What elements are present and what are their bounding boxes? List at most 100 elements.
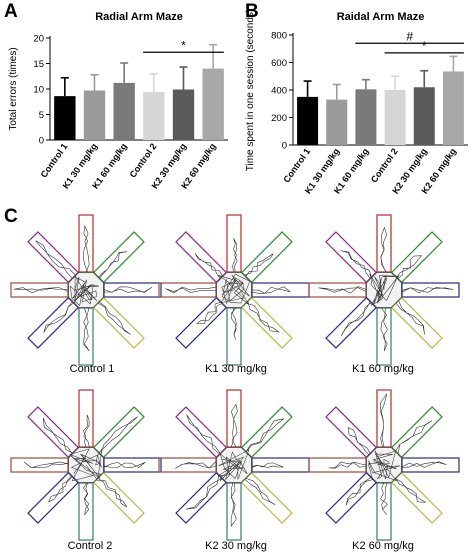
maze-arm-outline-1 xyxy=(92,231,145,284)
x-tick-label-3: Control 2 xyxy=(128,141,159,179)
maze-arm-5 xyxy=(27,296,80,349)
maze-arm-outline-2 xyxy=(251,457,310,473)
bar-0 xyxy=(297,96,319,145)
maze-label-k1-30: K1 30 mg/kg xyxy=(205,363,267,375)
significance-label-0: * xyxy=(181,38,186,52)
maze-arm-outline-4 xyxy=(78,482,94,541)
maze-3 xyxy=(308,214,460,366)
maze-arm-outline-0 xyxy=(376,389,392,448)
bar-3 xyxy=(384,90,406,145)
maze-arm-outline-2 xyxy=(401,457,460,473)
maze-arm-3 xyxy=(390,471,443,524)
maze-arm-outline-3 xyxy=(92,296,145,349)
maze-arm-track-2 xyxy=(103,286,153,293)
maze-arm-outline-4 xyxy=(376,307,392,366)
maze-tracks-panel xyxy=(10,214,460,541)
maze-arm-outline-1 xyxy=(240,231,293,284)
maze-arm-outline-7 xyxy=(27,231,80,284)
bar-3 xyxy=(143,92,165,140)
y-tick-label-1: 5 xyxy=(39,110,44,121)
maze-arm-outline-2 xyxy=(401,282,460,298)
y-tick-label-3: 15 xyxy=(33,59,44,70)
maze-arm-track-6 xyxy=(175,461,217,469)
maze-arm-2 xyxy=(103,457,162,473)
maze-arm-outline-3 xyxy=(390,296,443,349)
maze-arm-track-1 xyxy=(98,251,128,279)
maze-arm-3 xyxy=(92,471,145,524)
maze-arm-track-1 xyxy=(244,253,274,277)
maze-arm-3 xyxy=(390,296,443,349)
maze-arm-5 xyxy=(175,296,228,349)
maze-hub-track xyxy=(69,275,99,307)
maze-arm-track-4 xyxy=(380,307,388,352)
maze-arm-outline-3 xyxy=(390,471,443,524)
maze-arm-0 xyxy=(226,389,242,448)
maze-arm-outline-3 xyxy=(240,471,293,524)
maze-arm-1 xyxy=(390,406,443,459)
maze-arm-track-1 xyxy=(98,416,138,455)
maze-arm-4 xyxy=(376,482,392,541)
maze-arm-track-7 xyxy=(42,417,73,454)
maze-arm-outline-1 xyxy=(390,406,443,459)
maze-arm-track-2 xyxy=(103,461,146,469)
maze-arm-6 xyxy=(10,457,69,473)
maze-arm-track-7 xyxy=(35,240,76,279)
maze-arm-outline-6 xyxy=(10,282,69,298)
maze-arm-4 xyxy=(226,307,242,366)
maze-label-k2-30: K2 30 mg/kg xyxy=(205,540,267,552)
maze-arm-2 xyxy=(401,282,460,298)
maze-arm-outline-4 xyxy=(226,482,242,541)
maze-arm-track-4 xyxy=(230,482,237,527)
y-axis-label: Total errors (times) xyxy=(8,47,19,130)
maze-arm-track-5 xyxy=(47,475,73,503)
maze-arm-outline-6 xyxy=(308,282,367,298)
maze-arm-3 xyxy=(240,471,293,524)
y-tick-label-1: 200 xyxy=(271,113,287,124)
maze-hub-track xyxy=(367,450,401,482)
maze-arm-track-2 xyxy=(251,286,291,294)
maze-arm-2 xyxy=(251,457,310,473)
maze-arm-track-6 xyxy=(23,461,69,469)
maze-arm-outline-0 xyxy=(78,214,94,273)
bar-1 xyxy=(83,90,106,140)
maze-5 xyxy=(158,389,310,541)
bar-1 xyxy=(326,99,348,145)
maze-6 xyxy=(308,389,460,541)
maze-label-k1-60: K1 60 mg/kg xyxy=(352,363,414,375)
maze-label-control-2: Control 2 xyxy=(67,540,113,552)
maze-4 xyxy=(10,389,162,541)
bar-0 xyxy=(54,96,76,140)
maze-arm-4 xyxy=(78,482,94,541)
maze-hub-track xyxy=(69,448,103,482)
maze-arm-6 xyxy=(308,282,367,298)
maze-arm-4 xyxy=(376,307,392,366)
maze-arm-outline-7 xyxy=(175,231,228,284)
maze-arm-track-4 xyxy=(82,307,90,352)
maze-arm-outline-1 xyxy=(390,231,443,284)
maze-arm-track-5 xyxy=(196,301,223,324)
maze-arm-7 xyxy=(27,406,80,459)
maze-arm-track-4 xyxy=(83,482,90,516)
maze-arm-1 xyxy=(240,231,293,284)
x-tick-label-3: Control 2 xyxy=(369,146,400,184)
maze-arm-0 xyxy=(78,214,94,273)
maze-arm-track-5 xyxy=(345,477,374,506)
maze-arm-track-0 xyxy=(380,393,388,448)
bar-5 xyxy=(442,71,464,145)
maze-arm-track-7 xyxy=(194,253,223,279)
maze-arm-outline-2 xyxy=(103,282,162,298)
maze-arm-4 xyxy=(226,482,242,541)
maze-arm-outline-6 xyxy=(158,282,217,298)
maze-2 xyxy=(158,214,310,366)
maze-arm-2 xyxy=(401,457,460,473)
bar-2 xyxy=(355,89,377,145)
maze-arm-outline-1 xyxy=(92,406,145,459)
maze-arm-7 xyxy=(27,231,80,284)
maze-arm-track-7 xyxy=(347,427,371,455)
maze-1 xyxy=(10,214,162,366)
maze-arm-2 xyxy=(103,282,162,298)
x-tick-label-0: Control 1 xyxy=(39,141,70,179)
maze-arm-track-0 xyxy=(232,237,238,273)
maze-arm-2 xyxy=(251,282,310,298)
maze-arm-0 xyxy=(376,214,392,273)
